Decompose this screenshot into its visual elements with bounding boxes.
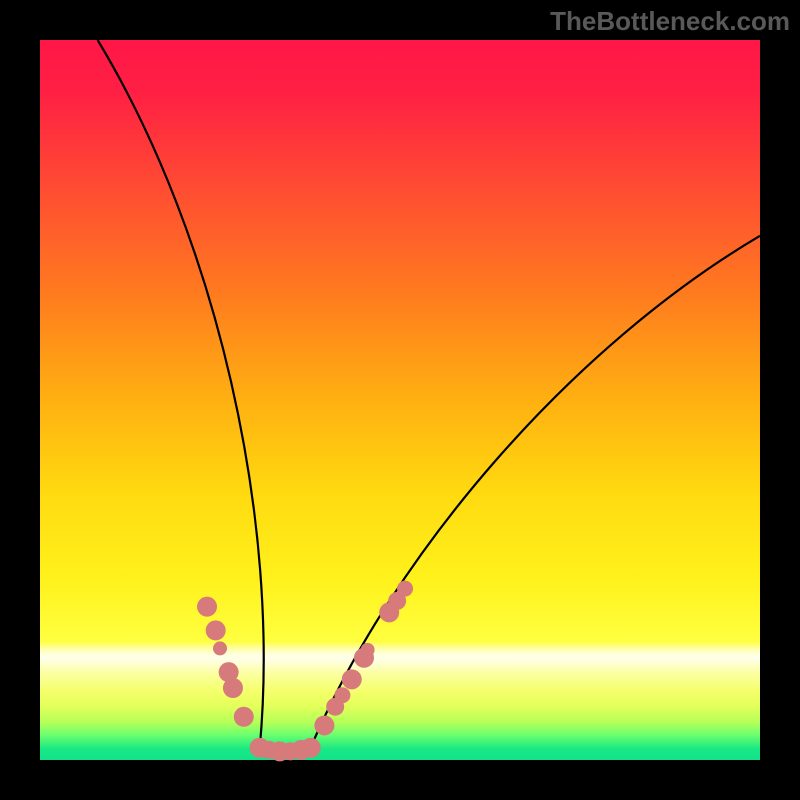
right-dot	[342, 669, 362, 689]
right-dot	[314, 715, 334, 735]
watermark-text: TheBottleneck.com	[550, 6, 790, 37]
valley-dot	[301, 738, 321, 758]
chart-stage: TheBottleneck.com	[0, 0, 800, 800]
chart-svg	[0, 0, 800, 800]
left-dot	[213, 641, 227, 655]
left-dot	[234, 707, 254, 727]
right-dot	[361, 643, 375, 657]
right-dot	[334, 687, 350, 703]
left-dot	[223, 678, 243, 698]
left-dot	[206, 620, 226, 640]
left-dot	[197, 597, 217, 617]
gradient-panel	[40, 40, 760, 760]
right-dot	[397, 581, 413, 597]
